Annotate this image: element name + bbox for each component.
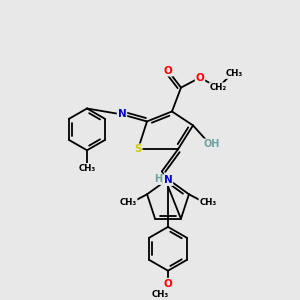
Text: N: N: [118, 110, 126, 119]
Text: CH₃: CH₃: [225, 69, 243, 78]
Text: O: O: [164, 279, 172, 289]
Text: OH: OH: [204, 139, 220, 149]
Text: CH₃: CH₃: [119, 198, 137, 207]
Text: CH₂: CH₂: [209, 83, 226, 92]
Text: H: H: [154, 174, 162, 184]
Text: CH₃: CH₃: [78, 164, 96, 173]
Text: O: O: [196, 73, 204, 82]
Text: CH₃: CH₃: [199, 198, 217, 207]
Text: N: N: [164, 175, 172, 185]
Text: S: S: [134, 144, 142, 154]
Text: O: O: [164, 66, 172, 76]
Text: CH₃: CH₃: [152, 290, 169, 299]
